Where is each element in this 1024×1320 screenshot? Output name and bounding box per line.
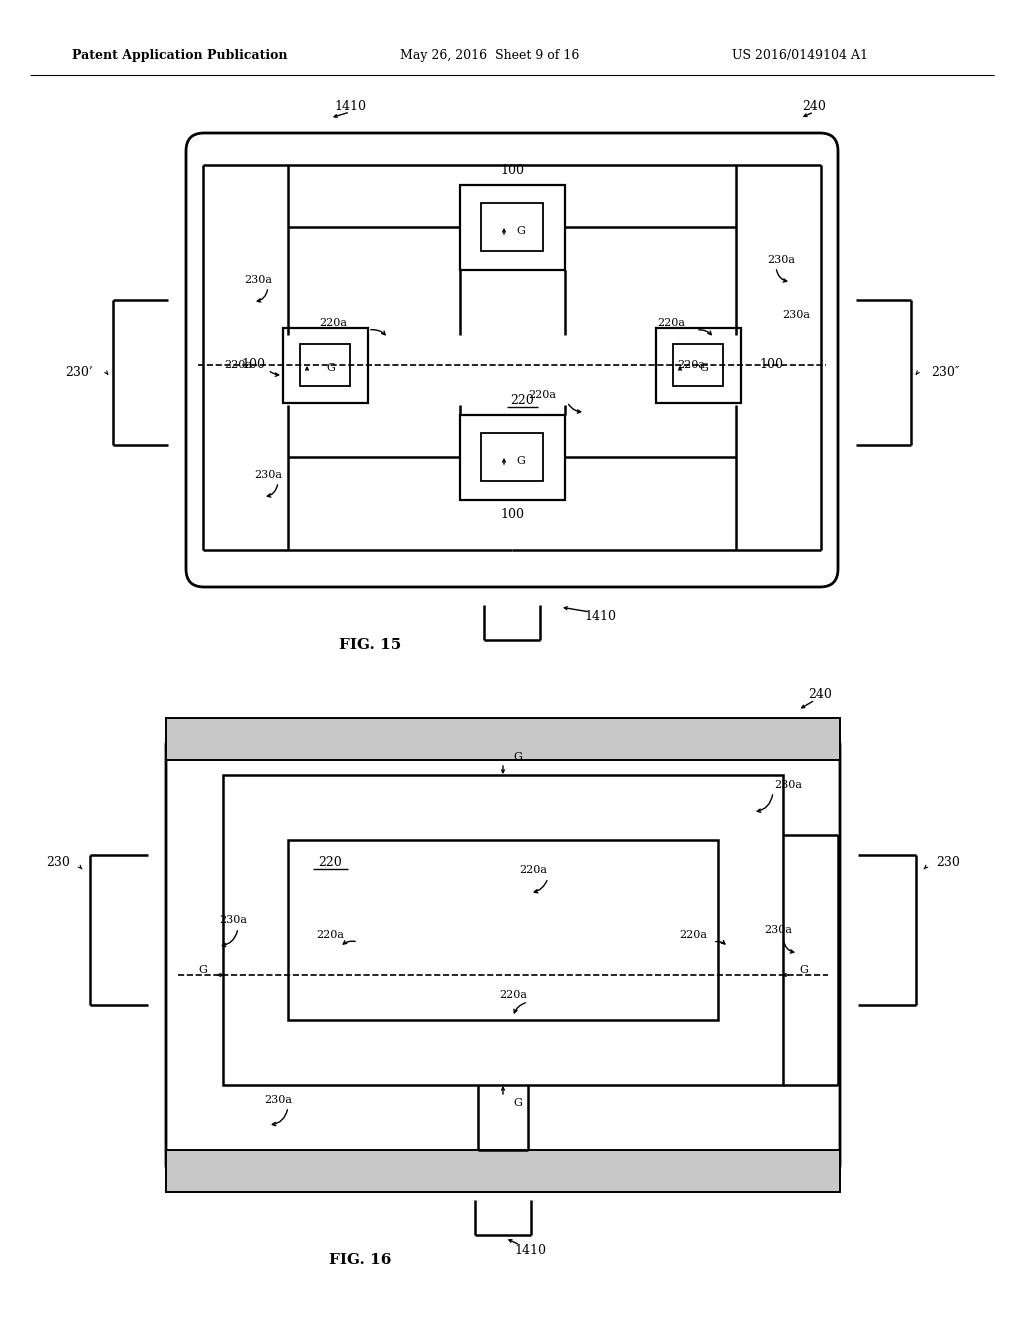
- Text: 100: 100: [500, 507, 524, 520]
- Text: G: G: [198, 965, 207, 975]
- Text: 230″: 230″: [931, 366, 959, 379]
- Bar: [673, 345, 723, 385]
- Bar: [481, 433, 543, 480]
- Text: 230a: 230a: [764, 925, 792, 935]
- Text: 230a: 230a: [782, 310, 810, 319]
- Bar: [223, 775, 783, 1085]
- Text: 230’: 230’: [66, 366, 93, 379]
- Text: 100: 100: [759, 359, 783, 371]
- Text: 230: 230: [46, 857, 70, 870]
- Text: 1410: 1410: [334, 100, 366, 114]
- Text: G: G: [699, 363, 709, 374]
- Text: G: G: [516, 226, 525, 236]
- Text: Patent Application Publication: Patent Application Publication: [73, 49, 288, 62]
- Bar: [288, 840, 718, 1020]
- Text: 220a: 220a: [677, 360, 705, 370]
- Text: G: G: [327, 363, 336, 374]
- Text: 230a: 230a: [254, 470, 282, 480]
- Text: G: G: [514, 1098, 522, 1107]
- Text: May 26, 2016  Sheet 9 of 16: May 26, 2016 Sheet 9 of 16: [400, 49, 580, 62]
- Text: 1410: 1410: [514, 1243, 546, 1257]
- Text: 220a: 220a: [657, 318, 685, 327]
- Text: 100: 100: [241, 359, 265, 371]
- Bar: [481, 203, 543, 251]
- Text: 220a: 220a: [519, 865, 547, 875]
- Text: 220a: 220a: [528, 389, 556, 400]
- Bar: [166, 718, 840, 760]
- Text: G: G: [514, 752, 522, 762]
- Bar: [166, 1150, 840, 1192]
- Bar: [300, 345, 350, 385]
- Text: 220a: 220a: [224, 360, 252, 370]
- Text: G: G: [799, 965, 808, 975]
- Text: FIG. 15: FIG. 15: [339, 638, 401, 652]
- Text: 230a: 230a: [767, 255, 795, 265]
- Text: 220a: 220a: [679, 931, 707, 940]
- Text: 230: 230: [936, 857, 959, 870]
- Text: FIG. 16: FIG. 16: [329, 1253, 391, 1267]
- Text: 230a: 230a: [219, 915, 247, 925]
- Text: 220a: 220a: [316, 931, 344, 940]
- Text: 240: 240: [802, 100, 826, 114]
- Text: 1410: 1410: [584, 610, 616, 623]
- Bar: [460, 185, 565, 271]
- Bar: [460, 414, 565, 500]
- Text: 240: 240: [808, 689, 831, 701]
- Text: G: G: [516, 455, 525, 466]
- Text: 230a: 230a: [244, 275, 272, 285]
- Text: 230a: 230a: [264, 1096, 292, 1105]
- Bar: [283, 327, 368, 403]
- Text: 220a: 220a: [499, 990, 527, 1001]
- Text: 220a: 220a: [319, 318, 347, 327]
- Text: 220: 220: [510, 393, 534, 407]
- Text: 230a: 230a: [774, 780, 802, 789]
- Text: 100: 100: [500, 165, 524, 177]
- Text: US 2016/0149104 A1: US 2016/0149104 A1: [732, 49, 868, 62]
- Bar: [656, 327, 741, 403]
- Text: 220: 220: [318, 855, 342, 869]
